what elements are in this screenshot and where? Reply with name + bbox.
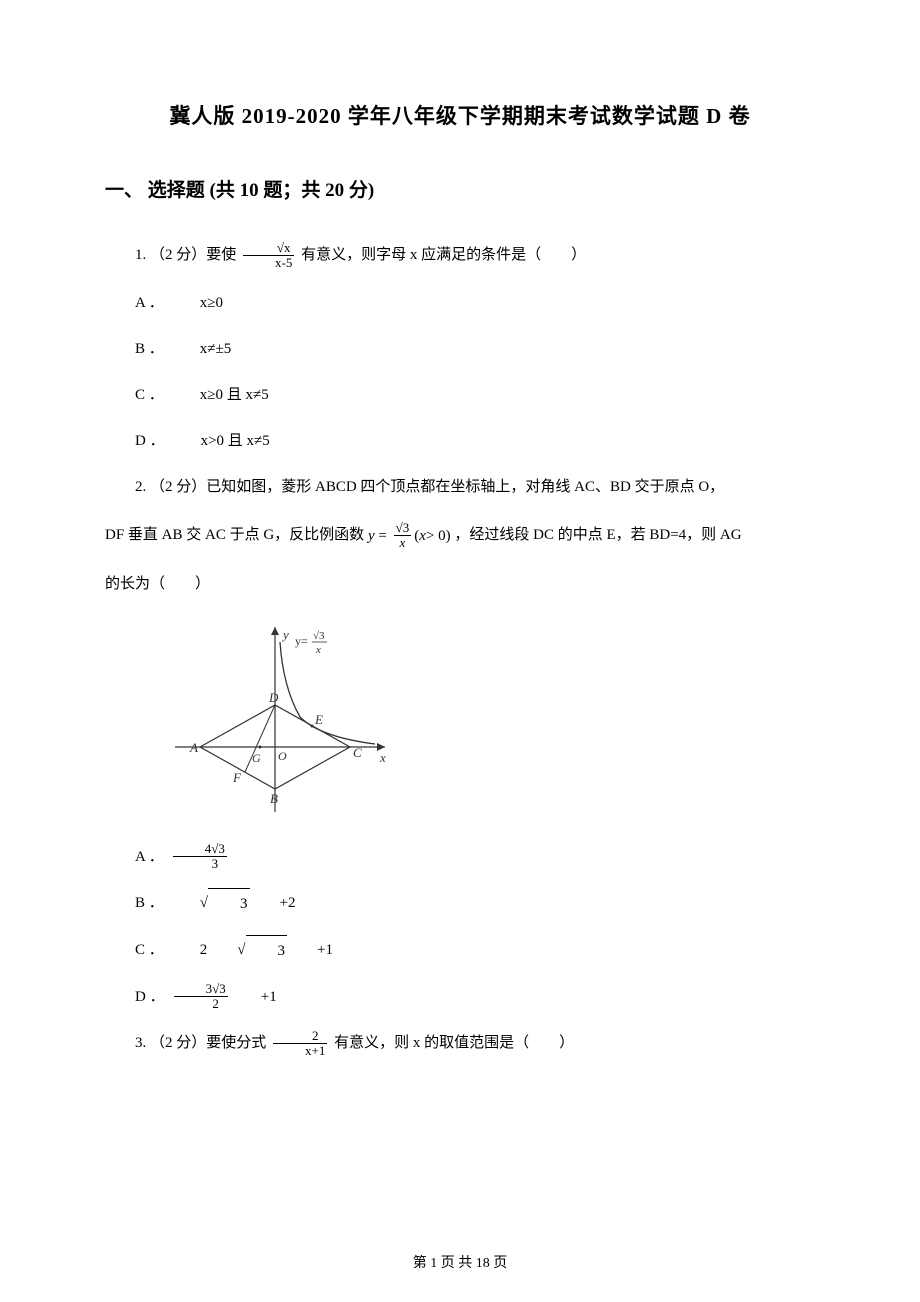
svg-text:x: x — [379, 750, 386, 765]
q1-suffix: 有意义，则字母 x 应满足的条件是（ ） — [301, 247, 586, 263]
q1-option-c: C ． x≥0 且 x≠5 — [105, 380, 815, 410]
q2-b-suffix: +2 — [250, 888, 296, 918]
option-label: B ． — [105, 334, 164, 364]
svg-text:G: G — [252, 751, 261, 765]
q1-prefix: 1. （2 分）要使 — [135, 247, 236, 263]
q2-option-a: A ． 4√3 3 — [105, 842, 815, 872]
q2-line1: 2. （2 分）已知如图，菱形 ABCD 四个顶点都在坐标轴上，对角线 AC、B… — [135, 479, 724, 495]
svg-text:C: C — [353, 745, 362, 760]
option-label: A ． — [105, 288, 164, 318]
option-label: A ． — [105, 842, 164, 872]
section-header: 一、 选择题 (共 10 题；共 20 分) — [105, 175, 815, 202]
q2-line2-suffix: ，经过线段 DC 的中点 E，若 BD=4，则 AG — [454, 527, 741, 543]
q2-c-suffix: +1 — [287, 935, 333, 965]
svg-text:A: A — [189, 740, 198, 755]
svg-text:√3: √3 — [313, 630, 325, 642]
q2-c-sqrt: 3 — [246, 935, 288, 966]
q2-line2-prefix: DF 垂直 AB 交 AC 于点 G，反比例函数 — [105, 527, 368, 543]
q1-frac-num: √x — [243, 241, 294, 256]
q2-c-prefix: 2 — [170, 935, 208, 965]
q1-option-a: A ． x≥0 — [105, 288, 815, 318]
q1-option-d: D ． x>0 且 x≠5 — [105, 426, 815, 456]
q3-suffix: 有意义，则 x 的取值范围是（ ） — [334, 1035, 574, 1051]
svg-text:y=: y= — [295, 634, 308, 648]
q2-d-frac: 3√3 2 — [174, 982, 228, 1012]
svg-text:D: D — [268, 690, 279, 705]
q2-option-b: B ． √3 +2 — [105, 888, 815, 919]
q2-b-sqrt: 3 — [208, 888, 250, 919]
svg-text:B: B — [270, 791, 278, 806]
q1-option-b: B ． x≠±5 — [105, 334, 815, 364]
sqrt-icon: √ — [207, 935, 245, 965]
q2-line3: 的长为（ ） — [105, 576, 210, 592]
svg-text:x: x — [315, 644, 321, 656]
coordinate-diagram: y y= √3 x x A D E C B F G O — [165, 617, 395, 817]
q3-prefix: 3. （2 分）要使分式 — [135, 1035, 270, 1051]
q2-option-d: D ． 3√3 2 +1 — [105, 982, 815, 1012]
q2-a-num: 4√3 — [173, 842, 227, 857]
q2-d-suffix: +1 — [231, 982, 277, 1012]
option-label: C ． — [105, 380, 164, 410]
q2-a-frac: 4√3 3 — [173, 842, 227, 872]
section-number: 一、 — [105, 180, 143, 201]
q3-fraction: 2 x+1 — [273, 1029, 327, 1059]
svg-text:F: F — [232, 770, 242, 785]
question-2-line1: 2. （2 分）已知如图，菱形 ABCD 四个顶点都在坐标轴上，对角线 AC、B… — [105, 472, 815, 502]
svg-text:y: y — [281, 627, 289, 642]
svg-text:E: E — [314, 712, 323, 727]
q3-frac-den: x+1 — [273, 1044, 327, 1058]
q3-frac-num: 2 — [273, 1029, 327, 1044]
q1-frac-den: x-5 — [243, 256, 294, 270]
question-2-line3: 的长为（ ） — [105, 569, 815, 599]
option-label: B ． — [105, 888, 164, 918]
q1-fraction: √x x-5 — [243, 241, 294, 271]
page-footer: 第 1 页 共 18 页 — [0, 1252, 920, 1272]
svg-text:O: O — [278, 749, 287, 763]
question-2-line2: DF 垂直 AB 交 AC 于点 G，反比例函数 y = √3 x (x > 0… — [105, 520, 815, 551]
q1-option-b-text: x≠±5 — [170, 334, 231, 364]
question-1: 1. （2 分）要使 √x x-5 有意义，则字母 x 应满足的条件是（ ） — [105, 240, 815, 270]
option-label: D ． — [105, 982, 165, 1012]
section-name: 选择题 — [148, 180, 205, 201]
q1-option-d-text: x>0 且 x≠5 — [171, 426, 270, 456]
q2-figure: y y= √3 x x A D E C B F G O — [165, 617, 815, 822]
q2-a-den: 3 — [173, 857, 227, 871]
q2-option-c: C ． 2 √3 +1 — [105, 935, 815, 966]
option-label: D ． — [105, 426, 165, 456]
sqrt-icon: √ — [170, 888, 208, 918]
q1-option-c-text: x≥0 且 x≠5 — [170, 380, 269, 410]
section-info: (共 10 题；共 20 分) — [210, 180, 375, 201]
q2-d-den: 2 — [174, 997, 228, 1011]
q2-formula: y = √3 x (x > 0) — [368, 521, 451, 551]
q1-option-a-text: x≥0 — [170, 288, 223, 318]
question-3: 3. （2 分）要使分式 2 x+1 有意义，则 x 的取值范围是（ ） — [105, 1028, 815, 1058]
q2-d-num: 3√3 — [174, 982, 228, 997]
option-label: C ． — [105, 935, 164, 965]
document-title: 冀人版 2019-2020 学年八年级下学期期末考试数学试题 D 卷 — [105, 100, 815, 130]
